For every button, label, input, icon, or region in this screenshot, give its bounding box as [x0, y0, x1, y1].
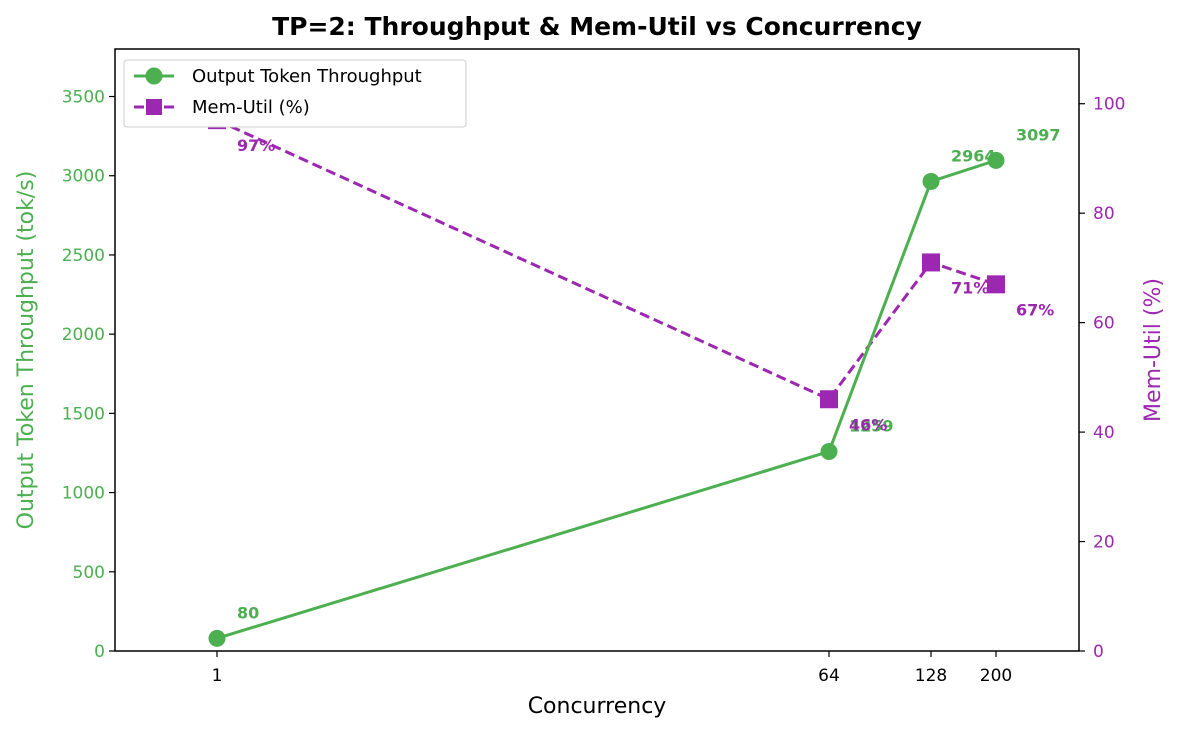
legend-throughput-label: Output Token Throughput: [192, 66, 422, 87]
y-right-tick-label: 20: [1093, 533, 1115, 553]
memutil-line: [216, 118, 997, 402]
y-axis-right: 0 20 40 60 80 100: [1079, 95, 1125, 662]
memutil-data-label: 97%: [237, 136, 275, 155]
x-tick-label: 128: [915, 666, 947, 686]
x-tick-label: 1: [212, 666, 223, 686]
throughput-point: [208, 629, 226, 647]
legend-memutil-marker: [146, 99, 162, 115]
y-right-tick-label: 80: [1093, 204, 1115, 224]
memutil-data-label: 46%: [849, 415, 887, 434]
legend-box: [123, 59, 467, 128]
y-left-tick-label: 500: [73, 563, 105, 583]
x-tick-label: 200: [980, 666, 1012, 686]
plot-frame: [114, 48, 1080, 652]
y-right-tick-label: 60: [1093, 314, 1115, 334]
memutil-point: [820, 390, 838, 409]
y-axis-left: 0 500 1000 1500 2000 2500 3000 3500: [62, 88, 115, 662]
legend: Output Token Throughput Mem-Util (%): [123, 59, 467, 128]
y-right-tick-label: 0: [1093, 642, 1104, 662]
y-axis-right-label: Mem-Util (%): [1141, 278, 1166, 422]
y-left-tick-label: 3500: [62, 88, 105, 108]
throughput-data-label: 1259: [849, 417, 894, 436]
legend-throughput-marker: [145, 67, 163, 85]
y-left-tick-label: 2500: [62, 246, 105, 266]
y-left-tick-label: 1500: [62, 404, 105, 424]
throughput-line: [216, 158, 997, 640]
x-axis-label: Concurrency: [528, 694, 667, 719]
y-left-tick-label: 1000: [62, 484, 105, 504]
memutil-data-label: 71%: [951, 278, 989, 297]
throughput-point: [922, 172, 940, 190]
legend-memutil-label: Mem-Util (%): [192, 97, 310, 118]
x-tick-label: 64: [818, 666, 840, 686]
memutil-data-label: 67%: [1016, 300, 1054, 319]
series-layer: [208, 111, 1005, 647]
memutil-point: [987, 275, 1005, 294]
y-left-tick-label: 3000: [62, 167, 105, 187]
throughput-point: [820, 443, 838, 461]
y-left-tick-label: 2000: [62, 325, 105, 345]
y-left-tick-label: 0: [94, 642, 105, 662]
x-axis: 1 64 128 200: [212, 651, 1012, 686]
y-axis-left-label: Output Token Throughput (tok/s): [14, 171, 39, 530]
y-right-tick-label: 40: [1093, 423, 1115, 443]
chart-title: TP=2: Throughput & Mem-Util vs Concurren…: [272, 12, 922, 41]
y-right-tick-label: 100: [1093, 95, 1125, 115]
throughput-data-label: 3097: [1016, 125, 1061, 144]
memutil-point: [922, 253, 940, 272]
throughput-data-label: 80: [237, 603, 259, 622]
data-label-layer: 80 1259 2964 3097 97% 46% 71% 67%: [237, 125, 1061, 622]
throughput-data-label: 2964: [951, 146, 996, 165]
throughput-point: [987, 151, 1005, 169]
